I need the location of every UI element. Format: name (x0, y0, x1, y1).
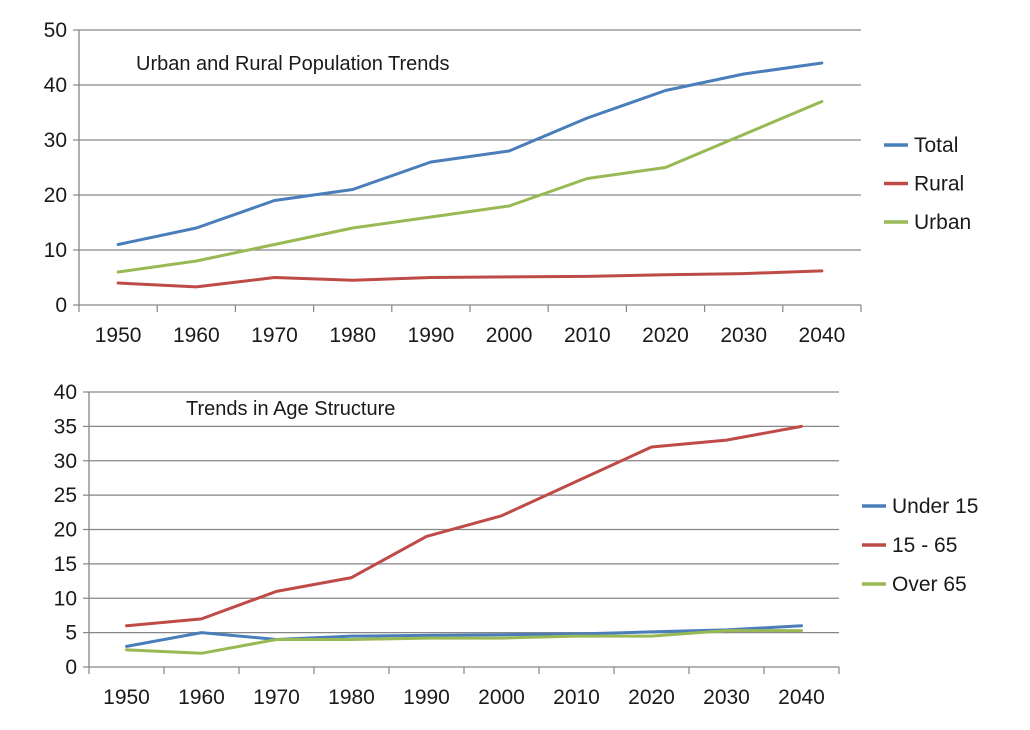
x-tick-label: 2040 (778, 686, 825, 709)
x-tick-label: 1960 (173, 324, 220, 347)
y-tick-label: 0 (65, 656, 77, 679)
legend-label: Rural (914, 173, 964, 196)
x-tick-label: 2010 (553, 686, 600, 709)
x-tick-label: 1950 (95, 324, 142, 347)
y-tick-label: 30 (54, 450, 77, 473)
y-tick-label: 0 (55, 294, 67, 317)
y-tick-label: 20 (44, 184, 67, 207)
y-tick-label: 40 (44, 74, 67, 97)
y-tick-label: 25 (54, 484, 77, 507)
x-tick-label: 1980 (328, 686, 375, 709)
x-tick-label: 2020 (642, 324, 689, 347)
x-tick-label: 2030 (720, 324, 767, 347)
y-tick-label: 15 (54, 553, 77, 576)
series-line-urban (116, 100, 824, 274)
x-tick-label: 1970 (253, 686, 300, 709)
x-tick-label: 2010 (564, 324, 611, 347)
legend-label: 15 - 65 (892, 534, 957, 557)
urban-rural-population-chart: Urban and Rural Population Trends 010203… (44, 19, 972, 347)
x-tick-label: 2000 (486, 324, 533, 347)
x-tick-label: 1980 (329, 324, 376, 347)
x-tick-label: 1990 (408, 324, 455, 347)
x-tick-label: 1960 (178, 686, 225, 709)
x-tick-label: 2000 (478, 686, 525, 709)
x-tick-label: 1950 (103, 686, 150, 709)
y-tick-label: 30 (44, 129, 67, 152)
series-line-over-65 (125, 629, 803, 655)
series-line-total (116, 61, 824, 246)
y-tick-label: 40 (54, 381, 77, 404)
y-tick-label: 10 (54, 587, 77, 610)
y-tick-label: 5 (65, 622, 77, 645)
y-tick-label: 20 (54, 519, 77, 542)
y-tick-label: 35 (54, 415, 77, 438)
x-tick-label: 2040 (799, 324, 846, 347)
y-tick-label: 10 (44, 239, 67, 262)
legend-label: Total (914, 134, 958, 157)
series-line-rural (116, 269, 824, 289)
chart-title: Urban and Rural Population Trends (136, 53, 450, 75)
chart-title: Trends in Age Structure (186, 398, 395, 420)
series-line-under-15 (125, 624, 803, 648)
legend-label: Urban (914, 211, 971, 234)
legend-label: Under 15 (892, 495, 978, 518)
series-line-15-65 (125, 424, 803, 628)
age-structure-chart: Trends in Age Structure 0 5 10 15 20 25 30 35 40… (54, 381, 979, 709)
x-tick-label: 2020 (628, 686, 675, 709)
legend-label: Over 65 (892, 573, 967, 596)
x-tick-label: 2030 (703, 686, 750, 709)
x-tick-label: 1990 (403, 686, 450, 709)
x-tick-label: 1970 (251, 324, 298, 347)
y-tick-label: 50 (44, 19, 67, 42)
